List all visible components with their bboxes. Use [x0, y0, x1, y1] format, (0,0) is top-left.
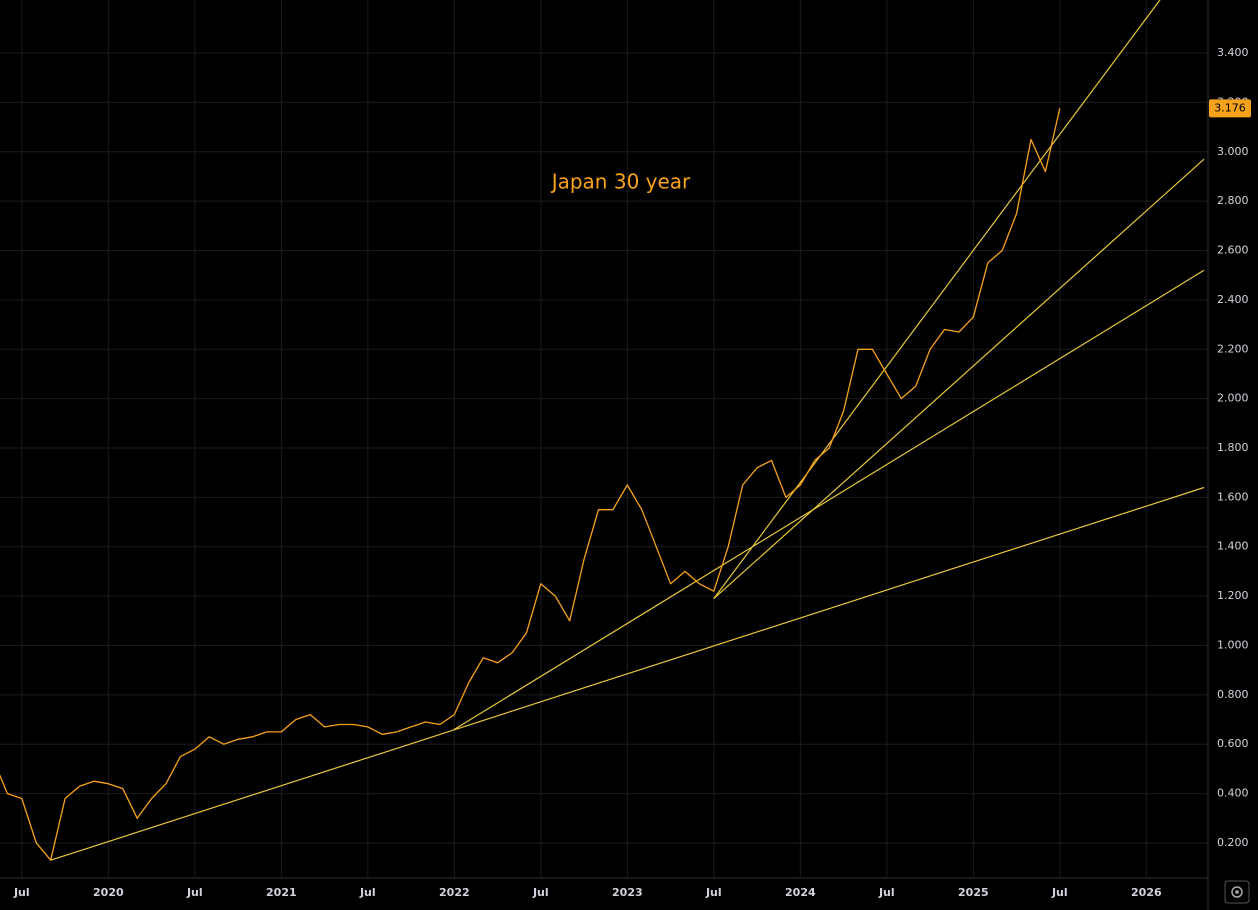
y-tick-label: 2.200 [1217, 342, 1249, 355]
settings-icon[interactable] [1231, 886, 1243, 898]
x-tick-label: Jul [532, 886, 549, 899]
y-tick-label: 3.000 [1217, 145, 1249, 158]
y-tick-label: 0.600 [1217, 737, 1249, 750]
annotation: Japan 30 year [550, 170, 691, 194]
x-tick-label: Jul [186, 886, 203, 899]
x-tick-label: Jul [359, 886, 376, 899]
last-value-label: 3.176 [1214, 101, 1246, 114]
trend-line [453, 269, 1205, 730]
x-tick-label: 2026 [1131, 886, 1162, 899]
y-tick-label: 3.400 [1217, 46, 1249, 59]
trend-line [713, 0, 1161, 599]
trend-line [50, 486, 1205, 861]
y-tick-label: 2.800 [1217, 194, 1249, 207]
trend-line [713, 158, 1205, 600]
y-tick-label: 1.000 [1217, 638, 1249, 651]
y-tick-label: 2.600 [1217, 244, 1249, 257]
x-tick-label: 2024 [785, 886, 816, 899]
y-tick-label: 1.400 [1217, 540, 1249, 553]
x-tick-label: 2025 [958, 886, 989, 899]
x-tick-label: 2022 [439, 886, 470, 899]
x-tick-label: 2021 [266, 886, 297, 899]
grid [0, 0, 1208, 878]
price-line [0, 108, 1061, 861]
y-tick-label: 0.200 [1217, 836, 1249, 849]
x-tick-label: Jul [705, 886, 722, 899]
x-tick-label: Jul [878, 886, 895, 899]
last-value-tag [1209, 99, 1251, 118]
y-tick-label: 2.400 [1217, 293, 1249, 306]
axes: 0.200 0.400 0.600 0.800 1.000 1.200 1.400 1.600… [13, 46, 1251, 899]
x-tick-label: 2023 [612, 886, 643, 899]
y-tick-label: 1.600 [1217, 490, 1249, 503]
y-tick-label: 1.800 [1217, 441, 1249, 454]
x-tick-label: Jul [1051, 886, 1068, 899]
plot-area [0, 0, 1205, 861]
settings-icon-dot [1235, 890, 1239, 894]
x-tick-label: 2020 [93, 886, 124, 899]
settings-button[interactable] [1224, 880, 1250, 904]
y-tick-label: 1.200 [1217, 589, 1249, 602]
x-tick-label: Jul [13, 886, 30, 899]
y-tick-label: 2.000 [1217, 392, 1249, 405]
y-tick-label: 0.800 [1217, 688, 1249, 701]
y-tick-label: 0.400 [1217, 787, 1249, 800]
